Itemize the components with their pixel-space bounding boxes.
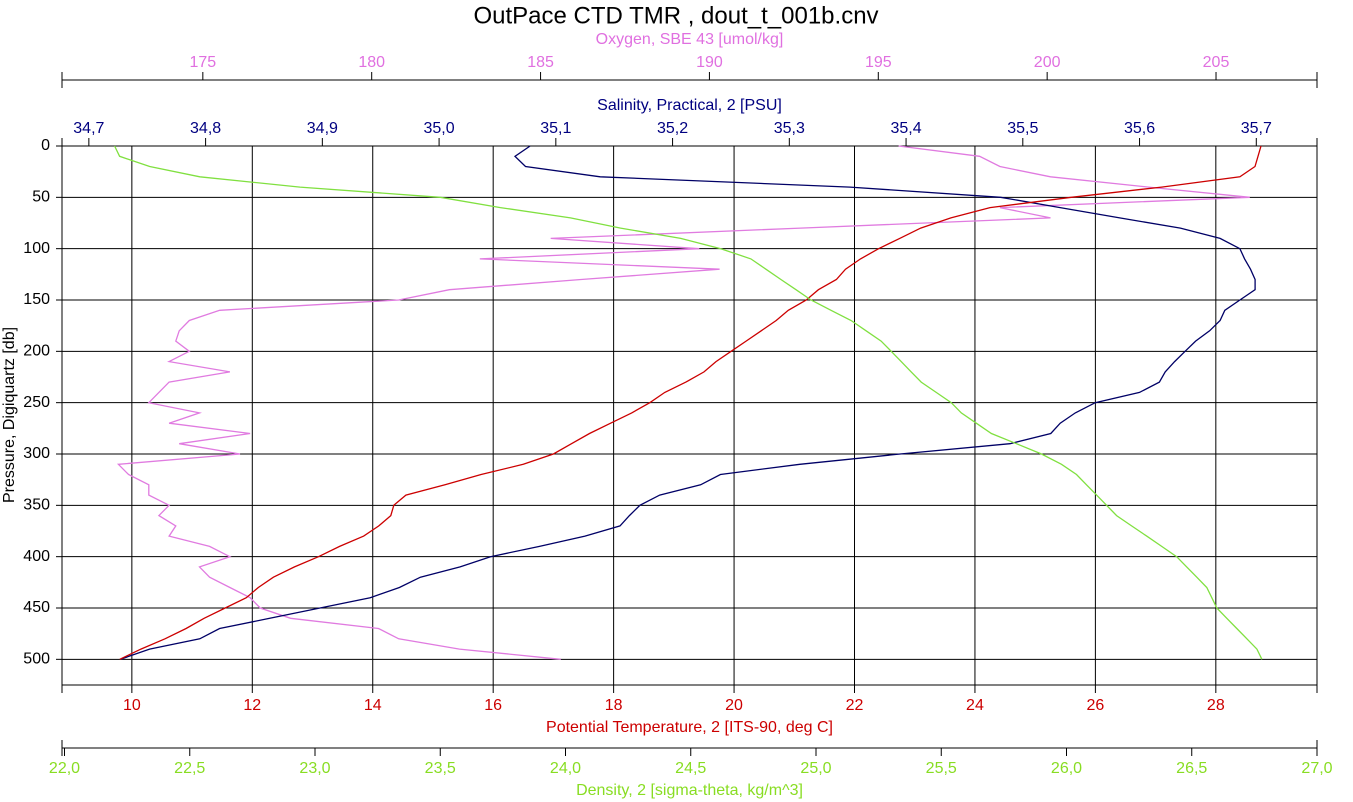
x-tick-label: 14 xyxy=(364,697,382,714)
y-tick-label: 450 xyxy=(23,599,50,616)
x-tick-label: 22,0 xyxy=(49,760,80,777)
x-tick-label: 35,6 xyxy=(1124,120,1155,137)
x-tick-label: 24 xyxy=(966,697,984,714)
x-tick-label: 26,5 xyxy=(1176,760,1207,777)
y-tick-label: 100 xyxy=(23,240,50,257)
x-tick-label: 10 xyxy=(123,697,141,714)
x-axis-title: Potential Temperature, 2 [ITS-90, deg C] xyxy=(546,719,833,736)
x-tick-label: 27,0 xyxy=(1301,760,1332,777)
x-tick-label: 34,7 xyxy=(73,120,104,137)
profile-line xyxy=(114,145,1263,660)
x-tick-label: 28 xyxy=(1207,697,1225,714)
y-tick-label: 300 xyxy=(23,445,50,462)
y-tick-label: 50 xyxy=(32,189,50,206)
x-tick-label: 23,5 xyxy=(425,760,456,777)
x-tick-label: 205 xyxy=(1203,54,1230,71)
x-tick-label: 34,9 xyxy=(307,120,338,137)
x-tick-label: 25,5 xyxy=(926,760,957,777)
x-tick-label: 35,3 xyxy=(774,120,805,137)
x-tick-label: 35,0 xyxy=(424,120,455,137)
x-tick-label: 200 xyxy=(1034,54,1061,71)
x-tick-label: 180 xyxy=(358,54,385,71)
x-tick-label: 185 xyxy=(527,54,554,71)
x-tick-label: 35,2 xyxy=(657,120,688,137)
x-tick-label: 16 xyxy=(484,697,502,714)
y-tick-label: 250 xyxy=(23,394,50,411)
x-tick-label: 26 xyxy=(1086,697,1104,714)
y-tick-label: 350 xyxy=(23,497,50,514)
y-tick-label: 150 xyxy=(23,291,50,308)
x-tick-label: 23,0 xyxy=(299,760,330,777)
x-tick-label: 25,0 xyxy=(800,760,831,777)
plot-frame xyxy=(61,145,1318,686)
x-tick-label: 35,7 xyxy=(1241,120,1272,137)
x-axis-title: Density, 2 [sigma-theta, kg/m^3] xyxy=(576,782,803,799)
profile-line xyxy=(119,145,1262,660)
x-tick-label: 22 xyxy=(846,697,864,714)
x-tick-label: 35,4 xyxy=(890,120,921,137)
x-tick-label: 22,5 xyxy=(174,760,205,777)
x-tick-label: 190 xyxy=(696,54,723,71)
x-tick-label: 18 xyxy=(605,697,623,714)
x-tick-label: 195 xyxy=(865,54,892,71)
x-tick-label: 20 xyxy=(725,697,743,714)
y-tick-label: 500 xyxy=(23,651,50,668)
x-tick-label: 35,1 xyxy=(540,120,571,137)
x-axis-title: Salinity, Practical, 2 [PSU] xyxy=(597,97,782,114)
x-tick-label: 175 xyxy=(189,54,216,71)
x-tick-label: 34,8 xyxy=(190,120,221,137)
profile-line xyxy=(116,145,1250,660)
y-tick-label: 0 xyxy=(41,137,50,154)
x-tick-label: 35,5 xyxy=(1007,120,1038,137)
x-tick-label: 24,5 xyxy=(675,760,706,777)
x-tick-label: 26,0 xyxy=(1051,760,1082,777)
y-tick-label: 200 xyxy=(23,343,50,360)
x-tick-label: 24,0 xyxy=(550,760,581,777)
x-tick-label: 12 xyxy=(243,697,261,714)
x-axis-title: Oxygen, SBE 43 [umol/kg] xyxy=(596,31,784,48)
y-axis-title: Pressure, Digiquartz [db] xyxy=(1,327,18,503)
profile-line xyxy=(120,145,1256,660)
y-tick-label: 400 xyxy=(23,548,50,565)
chart-title: OutPace CTD TMR , dout_t_001b.cnv xyxy=(473,2,878,29)
